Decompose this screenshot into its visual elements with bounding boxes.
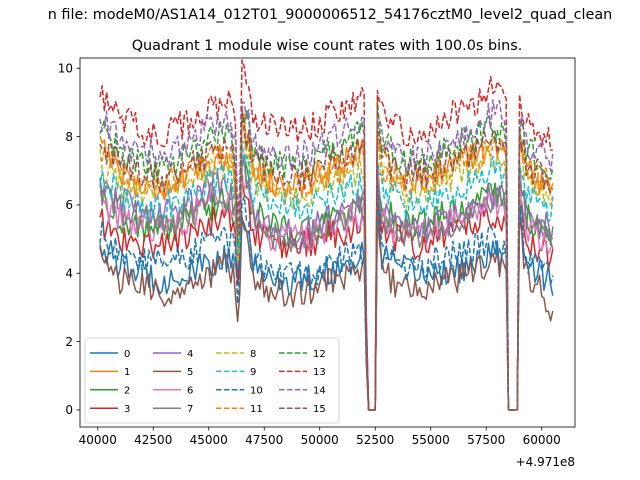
y-tick-label: 2	[65, 335, 73, 349]
legend-label-12: 12	[313, 349, 326, 360]
x-axis: 40000 42500 45000 47500 50000 52500 55000 57500…	[79, 427, 561, 447]
legend-label-3: 3	[124, 404, 130, 415]
series-line-11	[99, 115, 554, 411]
legend-label-13: 13	[313, 367, 326, 378]
legend-label-6: 6	[187, 386, 193, 397]
series-line-0	[99, 188, 554, 411]
series-line-7	[99, 156, 554, 411]
x-tick-label: 50000	[301, 433, 339, 447]
y-tick-label: 8	[65, 130, 73, 144]
series-line-9	[99, 140, 554, 411]
series-line-13	[99, 59, 553, 411]
legend-label-5: 5	[187, 367, 193, 378]
series-line-14	[99, 99, 554, 411]
legend-label-11: 11	[250, 404, 263, 415]
x-tick-label: 55000	[412, 433, 450, 447]
legend-label-2: 2	[124, 386, 130, 397]
legend-label-14: 14	[313, 386, 326, 397]
legend-label-8: 8	[250, 349, 256, 360]
y-tick-label: 6	[65, 198, 73, 212]
y-tick-label: 4	[65, 267, 73, 281]
x-tick-label: 40000	[79, 433, 117, 447]
legend-label-0: 0	[124, 349, 130, 360]
suptitle: n file: modeM0/AS1A14_012T01_9000006512_…	[48, 7, 613, 23]
legend-label-4: 4	[187, 349, 193, 360]
x-tick-label: 52500	[356, 433, 394, 447]
x-offset-label: +4.971e8	[516, 455, 575, 469]
legend-frame	[84, 337, 340, 424]
series-layer	[99, 59, 554, 411]
x-tick-label: 60000	[523, 433, 561, 447]
y-axis: 0 2 4 6 8 10	[58, 62, 80, 417]
legend-label-15: 15	[313, 404, 326, 415]
y-tick-label: 10	[58, 62, 73, 76]
series-line-4	[99, 153, 554, 411]
series-line-6	[99, 169, 554, 411]
series-line-15	[99, 105, 554, 411]
x-tick-label: 42500	[134, 433, 172, 447]
x-tick-label: 57500	[467, 433, 505, 447]
y-tick-label: 0	[65, 403, 73, 417]
x-tick-label: 47500	[245, 433, 283, 447]
legend-label-1: 1	[124, 367, 130, 378]
plot-frame	[79, 57, 576, 428]
legend-label-10: 10	[250, 386, 263, 397]
legend-label-9: 9	[250, 367, 256, 378]
x-tick-label: 45000	[190, 433, 228, 447]
axes-title: Quadrant 1 module wise count rates with …	[132, 38, 523, 54]
legend-label-7: 7	[187, 404, 193, 415]
series-line-5	[99, 213, 554, 411]
